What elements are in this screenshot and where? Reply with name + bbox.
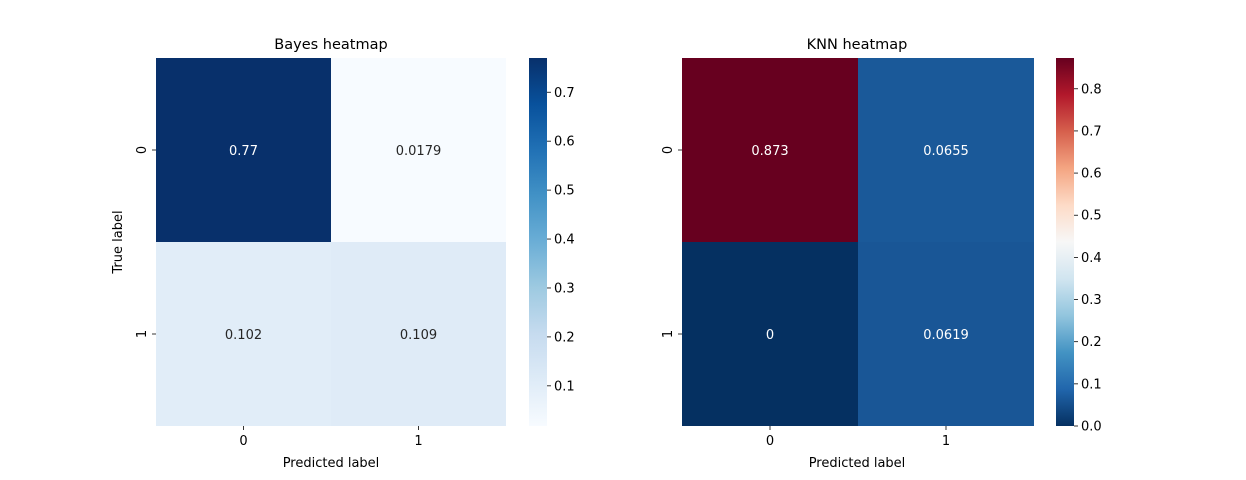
knn-colorbar-ticks: 0.0 0.1 0.2 0.3 0.4 0.5 0.6 0.7 0.8 xyxy=(1074,82,1102,435)
bayes-y-ticks: 01 xyxy=(135,146,156,338)
bayes-colorbar-tick-label: 0.7 xyxy=(554,86,575,101)
bayes-cell-0-1 xyxy=(331,58,506,242)
knn-colorbar-tick-label: 0.2 xyxy=(1081,335,1102,350)
bayes-x-axis-label: Predicted label xyxy=(283,456,380,471)
bayes-colorbar-tick-label: 0.2 xyxy=(554,330,575,345)
knn-colorbar-tick-label: 0.0 xyxy=(1081,420,1102,435)
knn-colorbar-tick-label: 0.7 xyxy=(1081,124,1102,139)
bayes-colorbar-ticks: 0.1 0.2 0.3 0.4 0.5 0.6 0.7 xyxy=(547,86,575,394)
knn-colorbar-tick-label: 0.6 xyxy=(1081,167,1102,182)
knn-colorbar-tick-label: 0.3 xyxy=(1081,293,1102,308)
bayes-cell-label-1-0: 0.102 xyxy=(225,328,262,343)
knn-title: KNN heatmap xyxy=(807,37,908,53)
bayes-cell-label-1-1: 0.109 xyxy=(400,328,437,343)
bayes-title: Bayes heatmap xyxy=(274,37,387,53)
knn-cells: 0.873 0.0655 0 0.0619 xyxy=(682,58,1034,426)
knn-y-tick-label: 0 xyxy=(661,146,676,154)
bayes-cell-1-1 xyxy=(331,242,506,426)
bayes-colorbar-tick-label: 0.1 xyxy=(554,379,575,394)
bayes-colorbar xyxy=(529,58,547,426)
knn-colorbar xyxy=(1056,58,1074,426)
knn-y-tick-label: 1 xyxy=(661,330,676,338)
knn-cell-label-0-1: 0.0655 xyxy=(923,144,969,159)
bayes-y-axis-label: True label xyxy=(111,210,126,274)
knn-x-tick-label: 0 xyxy=(766,434,774,449)
knn-cell-label-1-1: 0.0619 xyxy=(923,328,969,343)
bayes-colorbar-tick-label: 0.3 xyxy=(554,281,575,296)
knn-cell-0-1 xyxy=(858,58,1034,242)
bayes-cell-1-0 xyxy=(156,242,331,426)
bayes-colorbar-tick-label: 0.6 xyxy=(554,135,575,150)
bayes-colorbar-tick-label: 0.5 xyxy=(554,184,575,199)
knn-colorbar-tick-label: 0.1 xyxy=(1081,377,1102,392)
bayes-y-tick-label: 0 xyxy=(135,146,150,154)
knn-x-axis-label: Predicted label xyxy=(809,456,906,471)
bayes-cell-label-0-1: 0.0179 xyxy=(396,144,442,159)
bayes-x-tick-label: 1 xyxy=(414,434,422,449)
knn-cell-0-0 xyxy=(682,58,858,242)
bayes-cell-label-0-0: 0.77 xyxy=(229,144,258,159)
bayes-y-tick-label: 1 xyxy=(135,330,150,338)
bayes-cell-0-0 xyxy=(156,58,331,242)
knn-x-tick-label: 1 xyxy=(942,434,950,449)
knn-colorbar-tick-label: 0.5 xyxy=(1081,209,1102,224)
knn-cell-1-0 xyxy=(682,242,858,426)
bayes-cells: 0.77 0.0179 0.102 0.109 xyxy=(156,58,506,426)
bayes-x-tick-label: 0 xyxy=(239,434,247,449)
bayes-colorbar-tick-label: 0.4 xyxy=(554,233,575,248)
knn-cell-label-1-0: 0 xyxy=(766,328,774,343)
knn-cell-label-0-0: 0.873 xyxy=(751,144,788,159)
knn-y-ticks: 01 xyxy=(661,146,682,338)
knn-colorbar-tick-label: 0.4 xyxy=(1081,251,1102,266)
knn-colorbar-tick-label: 0.8 xyxy=(1081,82,1102,97)
knn-cell-1-1 xyxy=(858,242,1034,426)
